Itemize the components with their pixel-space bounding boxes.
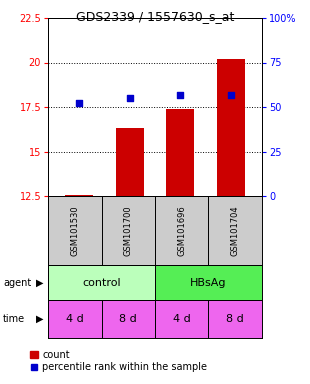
Text: 4 d: 4 d [173, 314, 191, 324]
Text: ▶: ▶ [36, 314, 43, 324]
Bar [101, 196, 155, 265]
Bar [64, 195, 93, 196]
Text: time: time [3, 314, 25, 324]
Legend: count, percentile rank within the sample: count, percentile rank within the sample [30, 350, 207, 372]
Text: ▶: ▶ [36, 278, 43, 288]
Bar [101, 300, 155, 338]
Bar [116, 128, 144, 196]
Bar [155, 300, 208, 338]
Text: GSM101704: GSM101704 [231, 205, 240, 256]
Text: 8 d: 8 d [226, 314, 244, 324]
Bar [155, 265, 262, 300]
Bar [208, 196, 262, 265]
Bar [155, 196, 208, 265]
Bar [217, 59, 246, 196]
Text: GSM101530: GSM101530 [70, 205, 79, 256]
Text: GSM101700: GSM101700 [124, 205, 133, 256]
Point [178, 91, 183, 98]
Text: 8 d: 8 d [119, 314, 137, 324]
Text: control: control [82, 278, 121, 288]
Text: agent: agent [3, 278, 31, 288]
Point [229, 91, 234, 98]
Bar [166, 109, 194, 196]
Point [76, 100, 81, 106]
Bar [48, 196, 101, 265]
Text: 4 d: 4 d [66, 314, 84, 324]
Text: GSM101696: GSM101696 [177, 205, 186, 256]
Text: GDS2339 / 1557630_s_at: GDS2339 / 1557630_s_at [76, 10, 234, 23]
Point [127, 95, 132, 101]
Bar [48, 300, 101, 338]
Bar [208, 300, 262, 338]
Text: HBsAg: HBsAg [190, 278, 227, 288]
Bar [48, 265, 155, 300]
